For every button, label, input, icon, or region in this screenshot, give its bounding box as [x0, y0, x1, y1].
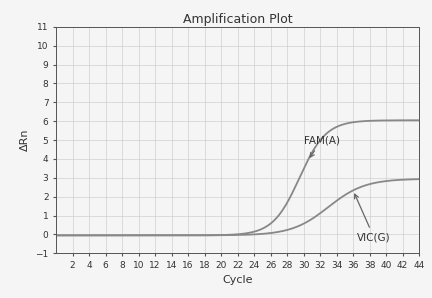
Text: VIC(G): VIC(G) [355, 194, 391, 243]
X-axis label: Cycle: Cycle [222, 275, 253, 285]
Text: FAM(A): FAM(A) [304, 136, 340, 157]
Y-axis label: ΔRn: ΔRn [20, 129, 30, 151]
Title: Amplification Plot: Amplification Plot [183, 13, 292, 26]
